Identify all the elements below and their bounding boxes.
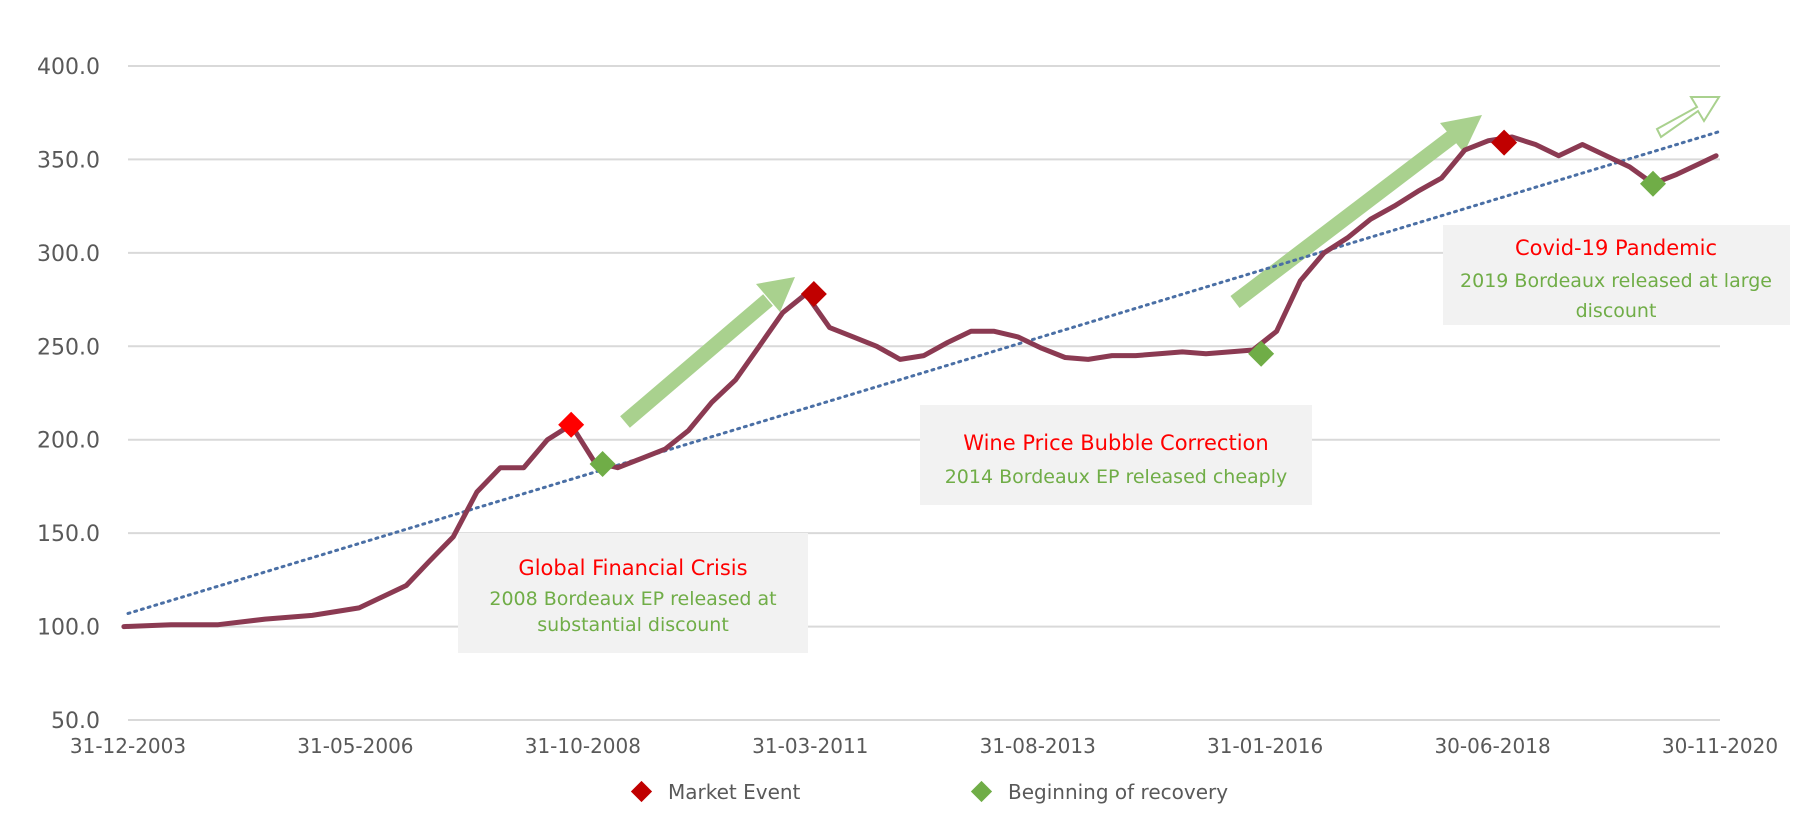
legend-item-recovery: Beginning of recovery bbox=[970, 780, 1228, 804]
market-event-marker bbox=[1491, 129, 1518, 156]
annotation-subtitle: discount bbox=[1576, 300, 1657, 322]
y-tick-label: 150.0 bbox=[37, 522, 100, 547]
arrow-2009-recovery bbox=[620, 277, 795, 428]
annotation-box bbox=[1443, 225, 1790, 325]
y-tick-label: 300.0 bbox=[37, 242, 100, 267]
series-line bbox=[121, 134, 1719, 630]
trend-dotted-line bbox=[126, 129, 1722, 615]
index-line bbox=[121, 134, 1719, 630]
annotation-global-financial-crisis: Global Financial Crisis 2008 Bordeaux EP… bbox=[458, 533, 808, 653]
x-tick-label: 31-03-2011 bbox=[752, 734, 868, 758]
x-tick-label: 31-01-2016 bbox=[1207, 734, 1323, 758]
annotation-subtitle: 2019 Bordeaux released at large bbox=[1460, 270, 1772, 292]
trend-arrows bbox=[620, 96, 1721, 428]
annotation-title: Covid-19 Pandemic bbox=[1515, 236, 1717, 260]
market-event-marker bbox=[800, 280, 827, 307]
annotation-wine-price-bubble: Wine Price Bubble Correction 2014 Bordea… bbox=[920, 405, 1312, 505]
y-tick-label: 50.0 bbox=[51, 709, 100, 734]
x-axis-ticks: 31-12-2003 31-05-2006 31-10-2008 31-03-2011… bbox=[70, 734, 1778, 758]
x-tick-label: 30-06-2018 bbox=[1434, 734, 1550, 758]
legend-item-market-event: Market Event bbox=[630, 780, 801, 804]
arrow-2020-recovery-outline bbox=[1655, 96, 1721, 139]
market-event-marker bbox=[558, 411, 585, 438]
legend-label: Market Event bbox=[668, 780, 801, 804]
x-tick-label: 31-05-2006 bbox=[297, 734, 413, 758]
annotation-subtitle: substantial discount bbox=[537, 614, 729, 636]
annotation-box bbox=[458, 533, 808, 653]
y-axis-ticks: 50.0 100.0 150.0 200.0 250.0 300.0 350.0 400.0 bbox=[37, 55, 100, 734]
legend-label: Beginning of recovery bbox=[1008, 780, 1228, 804]
x-tick-label: 31-08-2013 bbox=[980, 734, 1096, 758]
y-tick-label: 400.0 bbox=[37, 55, 100, 80]
arrow-2016-recovery bbox=[1230, 115, 1482, 308]
recovery-marker bbox=[1248, 340, 1275, 367]
annotation-subtitle: 2014 Bordeaux EP released cheaply bbox=[945, 466, 1288, 488]
x-tick-label: 31-12-2003 bbox=[70, 734, 186, 758]
y-tick-label: 200.0 bbox=[37, 429, 100, 454]
annotation-title: Global Financial Crisis bbox=[518, 556, 747, 580]
recovery-diamond-icon bbox=[970, 780, 993, 803]
event-markers bbox=[558, 129, 1667, 478]
annotation-covid-19: Covid-19 Pandemic 2019 Bordeaux released… bbox=[1443, 225, 1790, 325]
y-tick-label: 100.0 bbox=[37, 616, 100, 641]
annotation-box bbox=[920, 405, 1312, 505]
x-tick-label: 30-11-2020 bbox=[1662, 734, 1778, 758]
gridlines bbox=[128, 65, 1720, 721]
legend: Market Event Beginning of recovery bbox=[630, 780, 1228, 804]
annotation-subtitle: 2008 Bordeaux EP released at bbox=[489, 588, 776, 610]
y-tick-label: 250.0 bbox=[37, 335, 100, 360]
recovery-marker bbox=[1640, 170, 1667, 197]
y-tick-label: 350.0 bbox=[37, 148, 100, 173]
x-tick-label: 31-10-2008 bbox=[525, 734, 641, 758]
annotation-title: Wine Price Bubble Correction bbox=[963, 431, 1268, 455]
recovery-marker bbox=[589, 451, 616, 478]
market-event-diamond-icon bbox=[630, 780, 653, 803]
trend-line bbox=[126, 129, 1722, 615]
